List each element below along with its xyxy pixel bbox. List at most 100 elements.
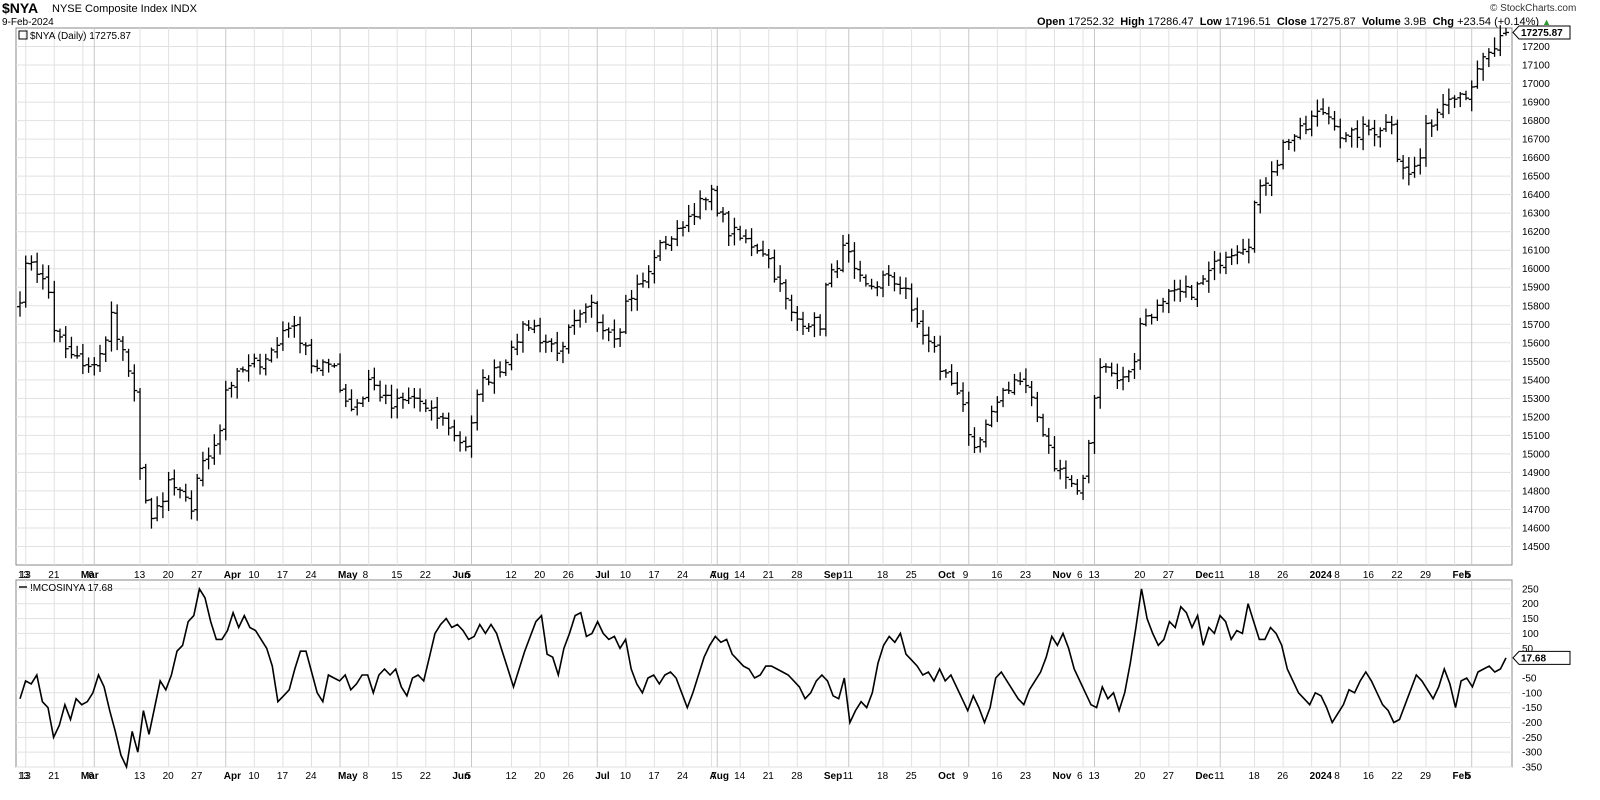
ohlc-bar xyxy=(114,304,121,351)
osc-x-tick-label: 11 xyxy=(1214,771,1225,782)
osc-x-tick-label: 24 xyxy=(305,771,317,782)
ohlc-bar xyxy=(662,235,669,250)
ohlc-bar xyxy=(1205,261,1212,293)
ohlc-bar xyxy=(874,281,881,297)
osc-y-tick-label: -350 xyxy=(1522,763,1542,774)
ohlc-bar xyxy=(51,280,58,343)
osc-x-tick-label: 21 xyxy=(763,771,775,782)
ohlc-bar xyxy=(880,270,887,298)
ohlc-bar xyxy=(902,277,909,300)
price-x-tick-label: 18 xyxy=(1249,570,1261,581)
ohlc-bar xyxy=(1120,366,1127,391)
ohlc-bar xyxy=(937,335,944,381)
osc-x-tick-label: 15 xyxy=(391,771,403,782)
ohlc-bar xyxy=(131,364,138,402)
ohlc-bar xyxy=(1365,119,1372,136)
volume-label: Volume xyxy=(1361,16,1401,28)
ohlc-bar xyxy=(657,239,664,261)
osc-y-tick-label: -50 xyxy=(1522,673,1537,684)
price-y-tick-label: 17200 xyxy=(1522,42,1550,53)
ohlc-bar xyxy=(1074,478,1081,495)
price-x-tick-label: 17 xyxy=(648,570,660,581)
price-x-tick-label: 24 xyxy=(677,570,689,581)
ohlc-bar xyxy=(417,388,424,412)
price-x-tick-label: 7 xyxy=(711,570,717,581)
osc-x-tick-label: 9 xyxy=(963,771,969,782)
ohlc-bar xyxy=(1331,110,1338,131)
ohlc-bar xyxy=(1228,248,1235,266)
price-x-tick-label: Oct xyxy=(938,570,955,581)
ohlc-bar xyxy=(577,309,584,328)
ohlc-bar xyxy=(948,364,955,386)
price-x-tick-label: 23 xyxy=(1020,570,1032,581)
osc-x-tick-label: 25 xyxy=(906,771,918,782)
ohlc-bar xyxy=(365,369,372,402)
ohlc-bar xyxy=(925,326,932,353)
price-y-tick-label: 15400 xyxy=(1522,375,1550,386)
price-x-tick-label: 13 xyxy=(134,570,146,581)
ohlc-bar xyxy=(1308,110,1315,137)
ohlc-bar xyxy=(1497,25,1504,57)
ohlc-bar xyxy=(291,315,298,338)
price-y-tick-label: 16200 xyxy=(1522,227,1550,238)
ohlc-bar xyxy=(262,353,269,376)
ohlc-bar xyxy=(754,243,761,254)
ohlc-bar xyxy=(588,294,595,318)
price-x-tick-label: 17 xyxy=(277,570,289,581)
ohlc-bar xyxy=(971,427,978,454)
ohlc-bar xyxy=(1085,439,1092,484)
ohlc-bar xyxy=(34,252,41,283)
ohlc-bar xyxy=(1428,119,1435,137)
ohlc-bar xyxy=(828,263,835,288)
price-x-tick-label: 27 xyxy=(191,570,203,581)
osc-x-tick-label: 22 xyxy=(420,771,432,782)
ohlc-bar xyxy=(1142,308,1149,327)
low-label: Low xyxy=(1199,16,1222,28)
price-x-tick-label: 14 xyxy=(734,570,746,581)
ohlc-bar xyxy=(348,389,355,412)
ohlc-bar xyxy=(1262,177,1269,196)
price-x-tick-label: Apr xyxy=(224,570,241,581)
osc-x-tick-label: 13 xyxy=(20,771,32,782)
osc-x-tick-label: 5 xyxy=(466,771,472,782)
ohlc-bar xyxy=(85,357,92,373)
ohlc-bar xyxy=(1062,460,1069,489)
osc-x-tick-label: 8 xyxy=(1334,771,1340,782)
price-x-tick-label: 24 xyxy=(305,570,317,581)
ohlc-bar xyxy=(1285,138,1292,151)
osc-y-tick-label: -200 xyxy=(1522,718,1542,729)
ohlc-bar xyxy=(337,353,344,393)
price-x-tick-label: 6 xyxy=(1077,570,1083,581)
chg-value: +23.54 (+0.14%) xyxy=(1457,16,1540,28)
osc-x-tick-label: 27 xyxy=(191,771,203,782)
ohlc-bar xyxy=(599,314,606,340)
ohlc-bar xyxy=(822,282,829,337)
ohlc-bar xyxy=(1160,297,1167,313)
ohlc-bar xyxy=(1011,373,1018,395)
ohlc-bar xyxy=(1394,119,1401,163)
ohlc-bar xyxy=(451,419,458,442)
ohlc-bar xyxy=(502,359,509,376)
ohlc-bar xyxy=(457,431,464,452)
ohlc-bar xyxy=(994,396,1001,422)
ohlc-bar xyxy=(411,387,418,409)
ohlc-bar xyxy=(302,342,309,356)
ohlc-bar xyxy=(1137,317,1144,370)
osc-x-tick-label: Dec xyxy=(1195,771,1214,782)
ohlc-bar xyxy=(559,341,566,364)
ohlc-bar xyxy=(714,185,721,217)
ohlc-bar xyxy=(188,490,195,520)
ohlc-bar xyxy=(1017,372,1024,386)
ohlc-bar xyxy=(319,359,326,376)
osc-x-tick-label: 11 xyxy=(843,771,854,782)
price-y-tick-label: 15600 xyxy=(1522,338,1550,349)
ohlc-bar xyxy=(519,321,526,353)
price-y-tick-label: 15100 xyxy=(1522,431,1550,442)
ohlc-bar xyxy=(1468,80,1475,112)
ohlc-bar xyxy=(165,471,172,511)
ohlc-bar xyxy=(68,336,75,359)
price-x-tick-label: 22 xyxy=(1391,570,1403,581)
ohlc-bar xyxy=(1028,381,1035,407)
ohlc-bar xyxy=(702,197,709,211)
price-bars xyxy=(17,25,1509,529)
